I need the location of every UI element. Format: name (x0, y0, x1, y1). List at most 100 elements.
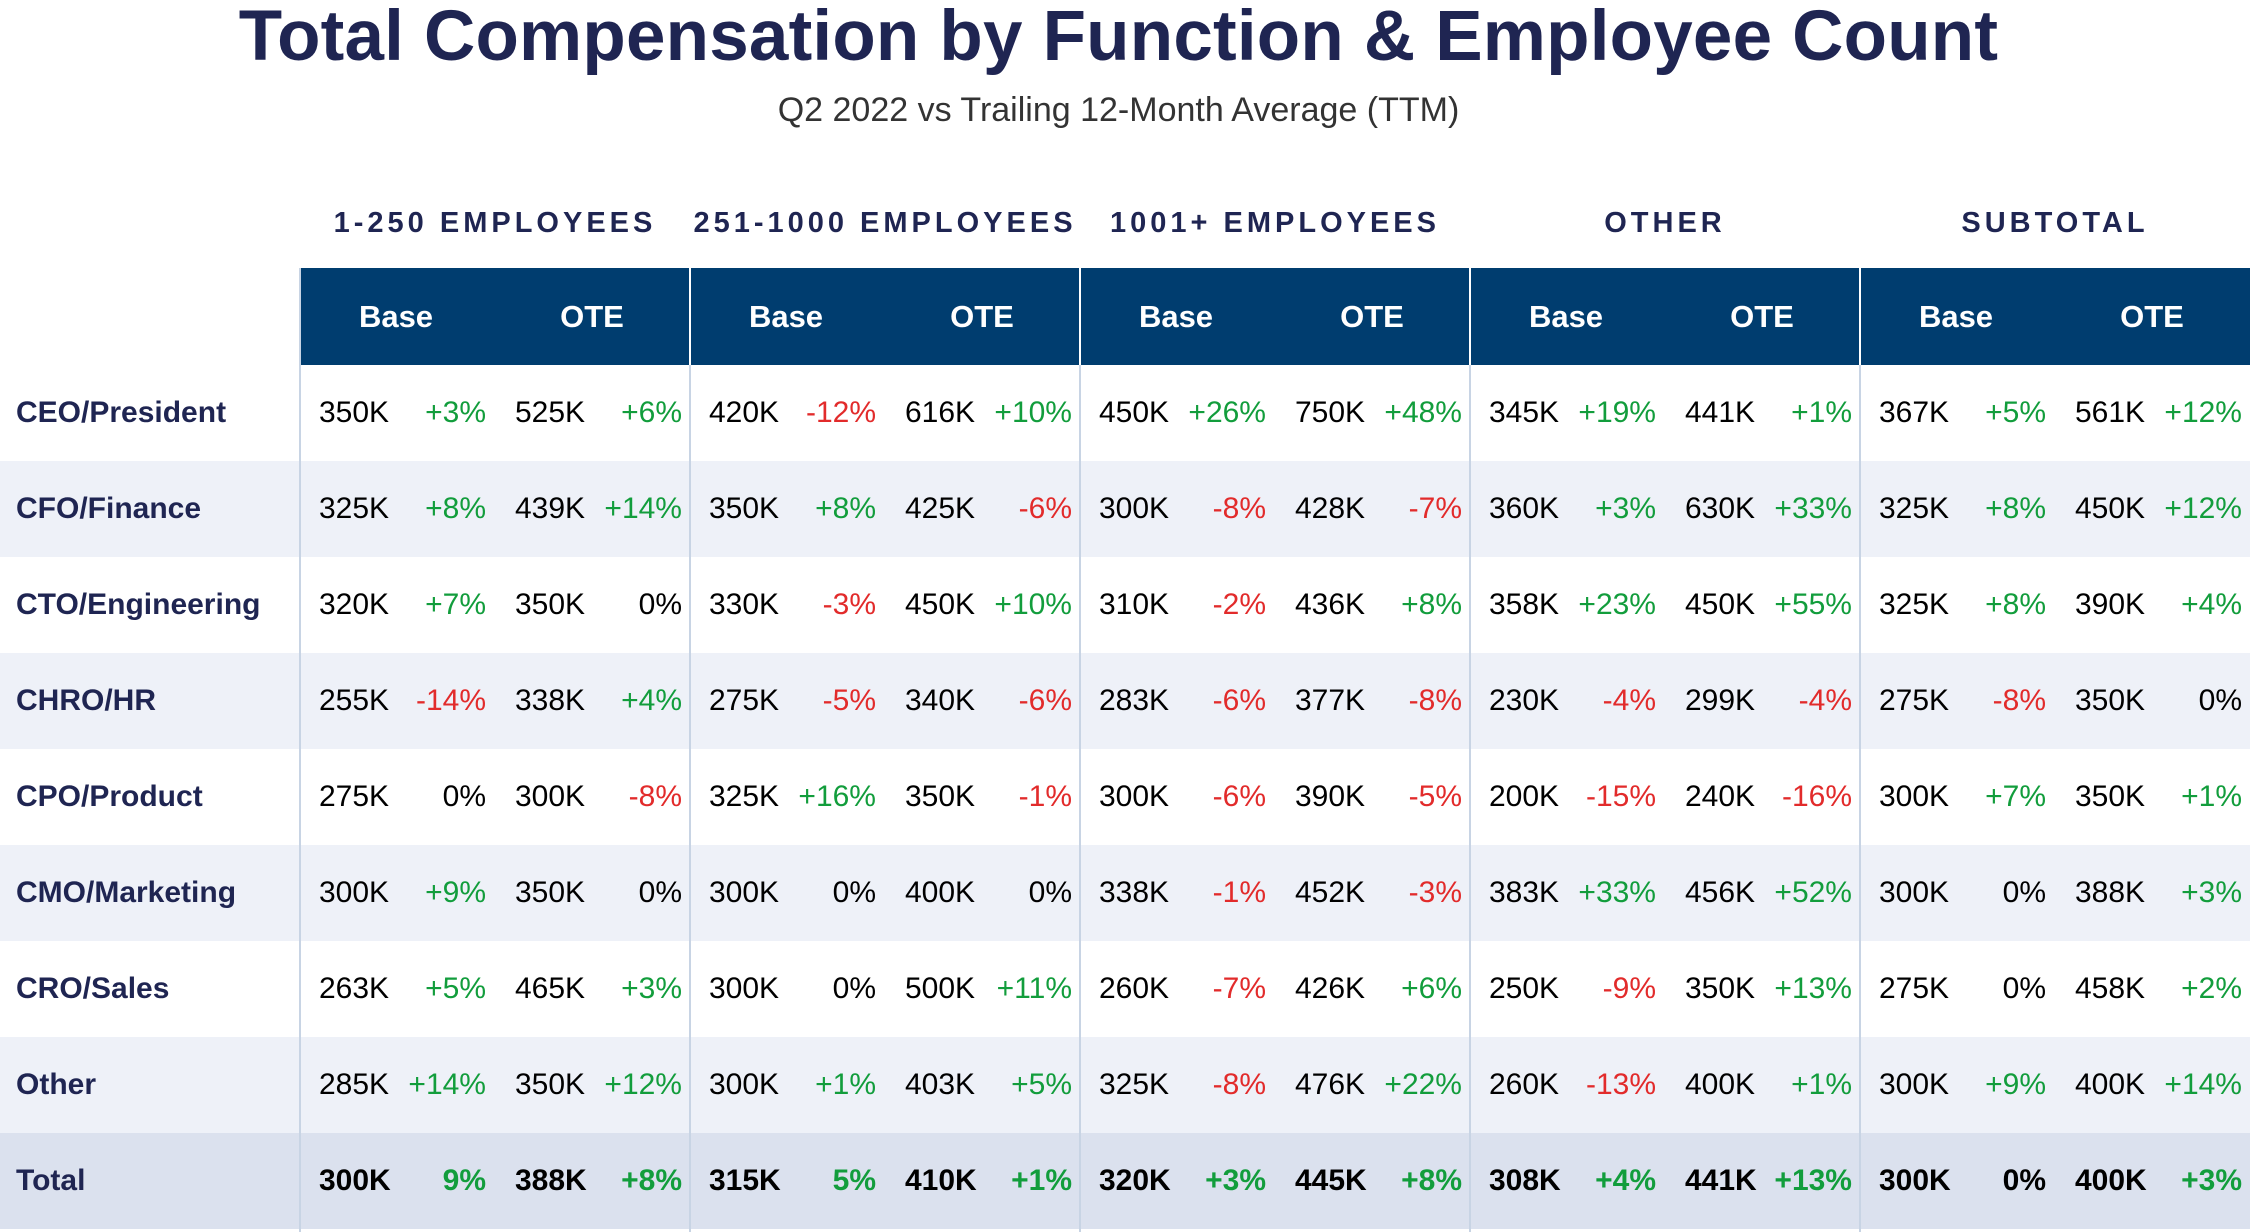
header-divider (1079, 268, 1081, 365)
ote-column-header: OTE (2120, 299, 2184, 334)
value-cell: 300K (1879, 876, 1950, 909)
change-cell: +8% (1985, 492, 2046, 525)
value-cell: 450K (1099, 396, 1170, 429)
value-cell: 315K (709, 1164, 781, 1197)
value-cell: 616K (905, 396, 976, 429)
total-row: Total 300K 9% 388K +8% 315K 5% 410K +1% 320K +3% 44… (0, 1133, 2250, 1229)
change-cell: +3% (1595, 492, 1656, 525)
value-cell: 400K (2075, 1068, 2146, 1101)
change-cell: +26% (1188, 396, 1266, 429)
change-cell: +10% (994, 588, 1072, 621)
base-column-header: Base (748, 299, 824, 334)
change-cell: +6% (621, 396, 682, 429)
change-cell: -3% (1408, 876, 1462, 909)
change-cell: -8% (1992, 684, 2046, 717)
value-cell: 308K (1489, 1164, 1561, 1197)
row-label: Other (16, 1068, 97, 1101)
table-row: CRO/Sales 263K +5% 465K +3% 300K 0% 500K +11% 260… (0, 941, 2250, 1037)
change-cell: -15% (1585, 780, 1656, 813)
change-cell: +7% (425, 588, 486, 621)
value-cell: 525K (515, 396, 586, 429)
group-header: SUBTOTAL (1961, 207, 2149, 239)
header-band (1470, 268, 1860, 365)
change-cell: +1% (1791, 396, 1852, 429)
value-cell: 300K (319, 1164, 391, 1197)
value-cell: 300K (709, 876, 780, 909)
change-cell: +8% (1401, 1164, 1462, 1197)
change-cell: 0% (2002, 1164, 2046, 1197)
group-header: 251-1000 EMPLOYEES (693, 207, 1077, 239)
value-cell: 350K (905, 780, 976, 813)
change-cell: +3% (1205, 1164, 1266, 1197)
value-cell: 350K (2075, 684, 2146, 717)
value-cell: 310K (1099, 588, 1170, 621)
value-cell: 299K (1685, 684, 1756, 717)
value-cell: 452K (1295, 876, 1366, 909)
ote-column-header: OTE (950, 299, 1014, 334)
value-cell: 350K (515, 876, 586, 909)
value-cell: 439K (515, 492, 586, 525)
change-cell: -8% (1212, 492, 1266, 525)
base-column-header: Base (1918, 299, 1994, 334)
change-cell: +1% (2181, 780, 2242, 813)
value-cell: 338K (1099, 876, 1170, 909)
change-cell: +1% (1791, 1068, 1852, 1101)
change-cell: +13% (1774, 972, 1852, 1005)
value-cell: 300K (1879, 1164, 1951, 1197)
column-divider (1859, 268, 1861, 1232)
change-cell: 0% (638, 876, 682, 909)
value-cell: 300K (1879, 780, 1950, 813)
value-cell: 300K (515, 780, 586, 813)
value-cell: 275K (709, 684, 780, 717)
value-cell: 275K (1879, 972, 1950, 1005)
value-cell: 330K (709, 588, 780, 621)
change-cell: +12% (2164, 492, 2242, 525)
value-cell: 300K (709, 972, 780, 1005)
change-cell: +4% (2181, 588, 2242, 621)
change-cell: 0% (1028, 876, 1072, 909)
change-cell: +3% (425, 396, 486, 429)
change-cell: +9% (425, 876, 486, 909)
table-row: CMO/Marketing 300K +9% 350K 0% 300K 0% 400K 0% 33… (0, 845, 2250, 941)
ote-column-header: OTE (1730, 299, 1794, 334)
value-cell: 445K (1295, 1164, 1367, 1197)
change-cell: +4% (1595, 1164, 1656, 1197)
change-cell: +22% (1384, 1068, 1462, 1101)
change-cell: 0% (442, 780, 486, 813)
value-cell: 250K (1489, 972, 1560, 1005)
value-cell: 403K (905, 1068, 976, 1101)
change-cell: +8% (1985, 588, 2046, 621)
value-cell: 441K (1685, 1164, 1757, 1197)
value-cell: 320K (1099, 1164, 1171, 1197)
change-cell: +6% (1401, 972, 1462, 1005)
change-cell: +1% (1011, 1164, 1072, 1197)
change-cell: -16% (1781, 780, 1852, 813)
table-row: CEO/President 350K +3% 525K +6% 420K -12% 616K +… (0, 365, 2250, 461)
change-cell: -14% (415, 684, 486, 717)
change-cell: -5% (822, 684, 876, 717)
ote-column-header: OTE (1340, 299, 1404, 334)
value-cell: 300K (319, 876, 390, 909)
change-cell: +14% (2164, 1068, 2242, 1101)
change-cell: 0% (832, 972, 876, 1005)
change-cell: -6% (1018, 684, 1072, 717)
change-cell: +5% (1011, 1068, 1072, 1101)
change-cell: +5% (1985, 396, 2046, 429)
change-cell: -8% (1408, 684, 1462, 717)
row-label: Total (16, 1164, 86, 1197)
column-divider (689, 268, 691, 1232)
value-cell: 630K (1685, 492, 1756, 525)
change-cell: +19% (1578, 396, 1656, 429)
value-cell: 338K (515, 684, 586, 717)
value-cell: 436K (1295, 588, 1366, 621)
change-cell: +2% (2181, 972, 2242, 1005)
change-cell: +4% (621, 684, 682, 717)
value-cell: 325K (1879, 588, 1950, 621)
value-cell: 425K (905, 492, 976, 525)
value-cell: 360K (1489, 492, 1560, 525)
change-cell: -4% (1798, 684, 1852, 717)
change-cell: -9% (1602, 972, 1656, 1005)
header-divider (1469, 268, 1471, 365)
change-cell: +55% (1774, 588, 1852, 621)
change-cell: -6% (1212, 780, 1266, 813)
